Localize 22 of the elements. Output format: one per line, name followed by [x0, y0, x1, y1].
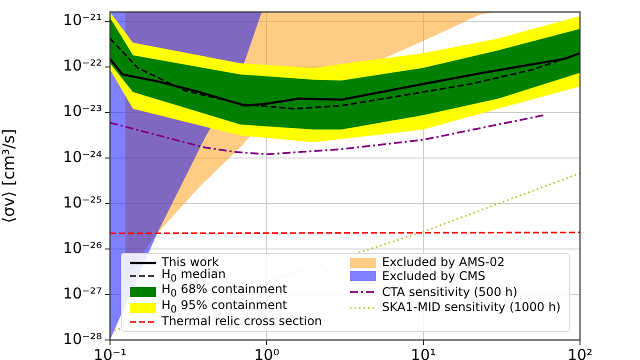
x-tick-label: 10⁰ [254, 346, 280, 360]
y-tick-label: 10⁻²¹ [62, 11, 102, 30]
legend-label: Thermal relic cross section [162, 314, 322, 328]
y-axis-title: ⟨σv⟩ [cm³/s] [0, 128, 18, 224]
y-tick-label: 10⁻²⁵ [62, 193, 102, 212]
x-tick-label: 10⁻¹ [93, 346, 127, 360]
legend-label: This work [162, 255, 219, 269]
y-tick-label: 10⁻²² [62, 56, 102, 75]
legend-label: Excluded by CMS [382, 268, 486, 283]
y-tick-label: 10⁻²⁴ [62, 148, 102, 166]
y-tick-label: 10⁻²⁷ [62, 284, 102, 302]
legend-label: H$_{0}$ 95% containment [162, 298, 288, 316]
legend-label: Excluded by AMS-02 [382, 255, 505, 269]
y-tick-label: 10⁻²³ [62, 102, 102, 120]
x-tick-label: 10¹ [410, 346, 436, 360]
legend-label: SKA1-MID sensitivity (1000 h) [382, 300, 561, 314]
y-tick-label: 10⁻²⁶ [62, 238, 102, 257]
x-tick-label: 10² [567, 346, 593, 360]
legend-label: H$_{0}$ 68% containment [162, 282, 288, 300]
y-tick-label: 10⁻²⁸ [62, 330, 102, 348]
legend-label: CTA sensitivity (500 h) [382, 284, 518, 299]
legend-label: H$_{0}$ median [162, 266, 226, 284]
